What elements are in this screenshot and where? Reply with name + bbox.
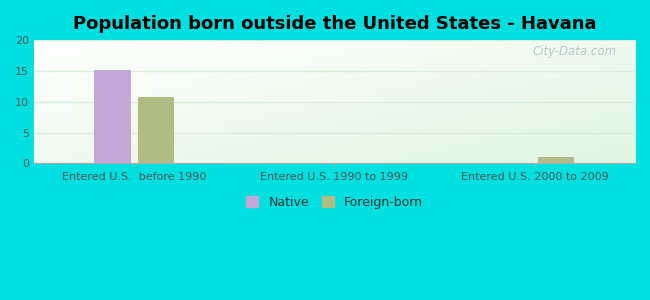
Text: City-Data.com: City-Data.com	[533, 45, 617, 58]
Bar	[538, 157, 575, 163]
Title: Population born outside the United States - Havana: Population born outside the United State…	[73, 15, 596, 33]
Legend: Native, Foreign-born: Native, Foreign-born	[242, 192, 427, 212]
Bar	[138, 97, 174, 163]
Bar	[94, 70, 131, 163]
